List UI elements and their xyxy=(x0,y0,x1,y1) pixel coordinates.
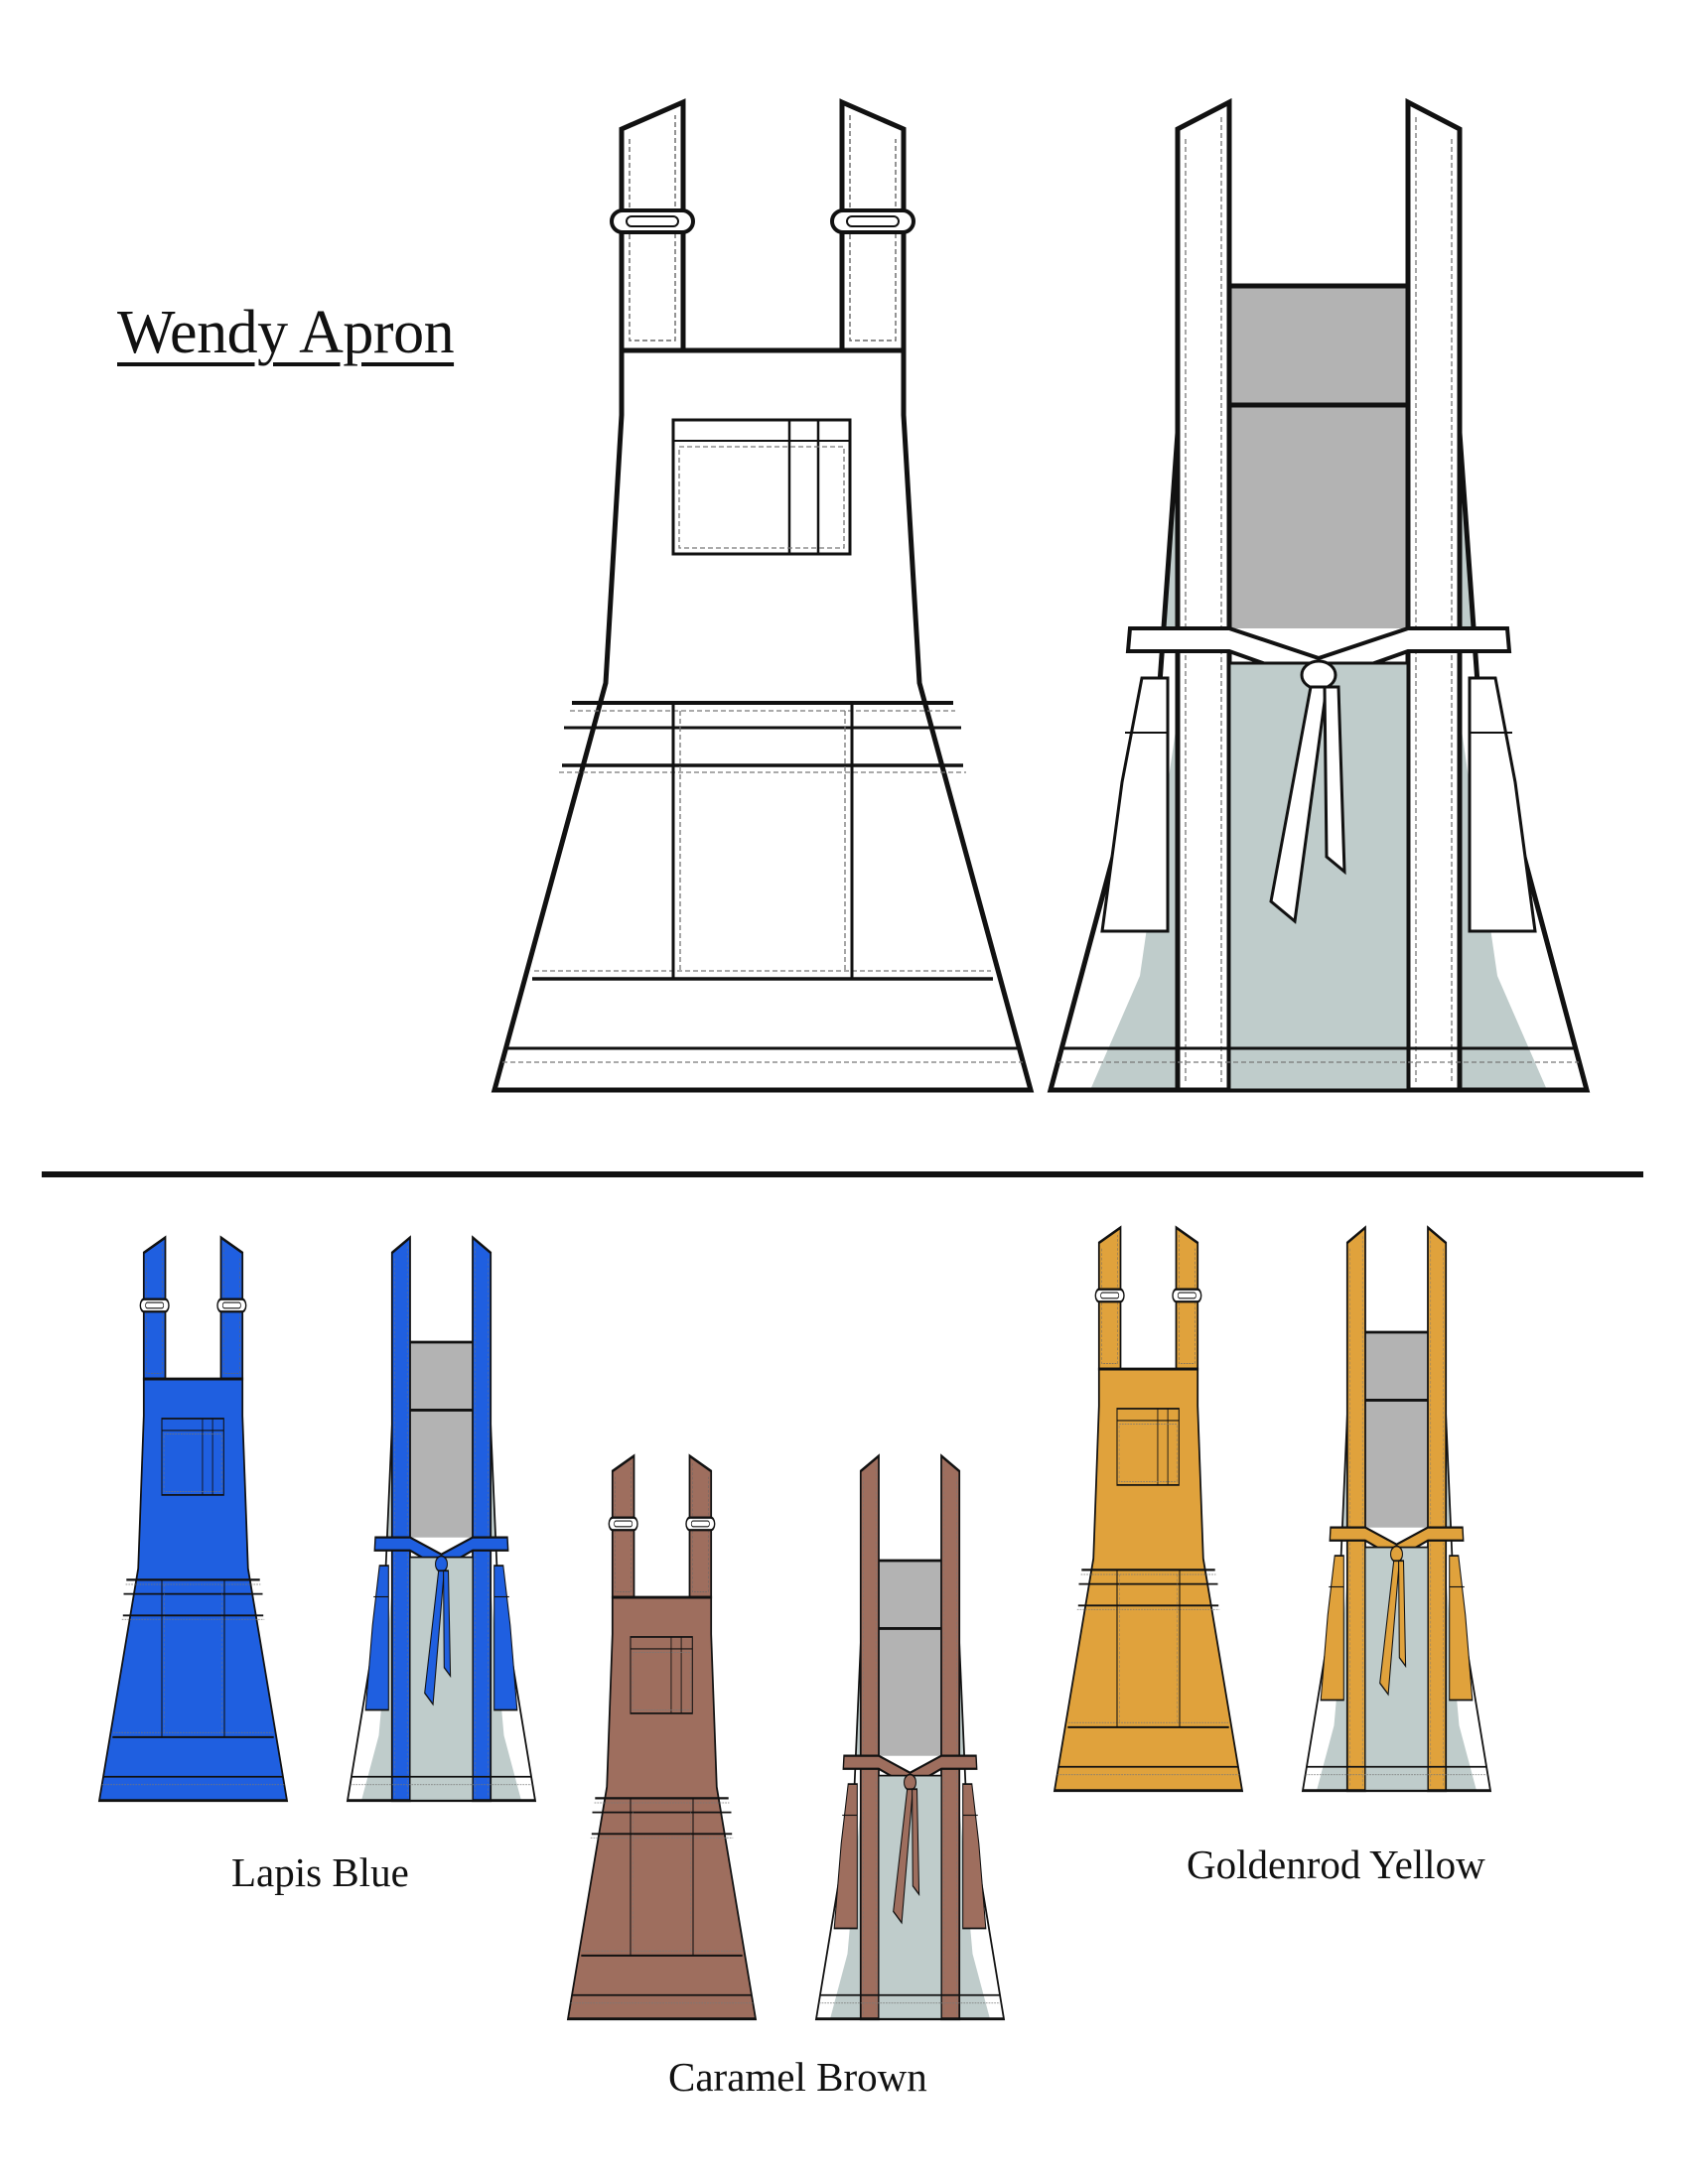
goldenrod-yellow-front xyxy=(1053,1226,1244,1793)
colorway-label-goldenrod-yellow: Goldenrod Yellow xyxy=(1187,1842,1485,1887)
colorway-label-caramel-brown: Caramel Brown xyxy=(668,2054,927,2100)
caramel-brown-front xyxy=(566,1454,758,2021)
lapis-blue-front xyxy=(97,1236,289,1803)
page-title: Wendy Apron xyxy=(117,299,455,366)
caramel-brown-back xyxy=(814,1454,1006,2021)
goldenrod-yellow-back xyxy=(1301,1226,1492,1793)
section-divider xyxy=(42,1171,1643,1177)
apron-back-line-art xyxy=(1051,102,1587,1090)
lapis-blue-back xyxy=(346,1236,537,1803)
apron-front-line-art xyxy=(494,102,1031,1090)
colorway-label-lapis-blue: Lapis Blue xyxy=(231,1849,409,1895)
